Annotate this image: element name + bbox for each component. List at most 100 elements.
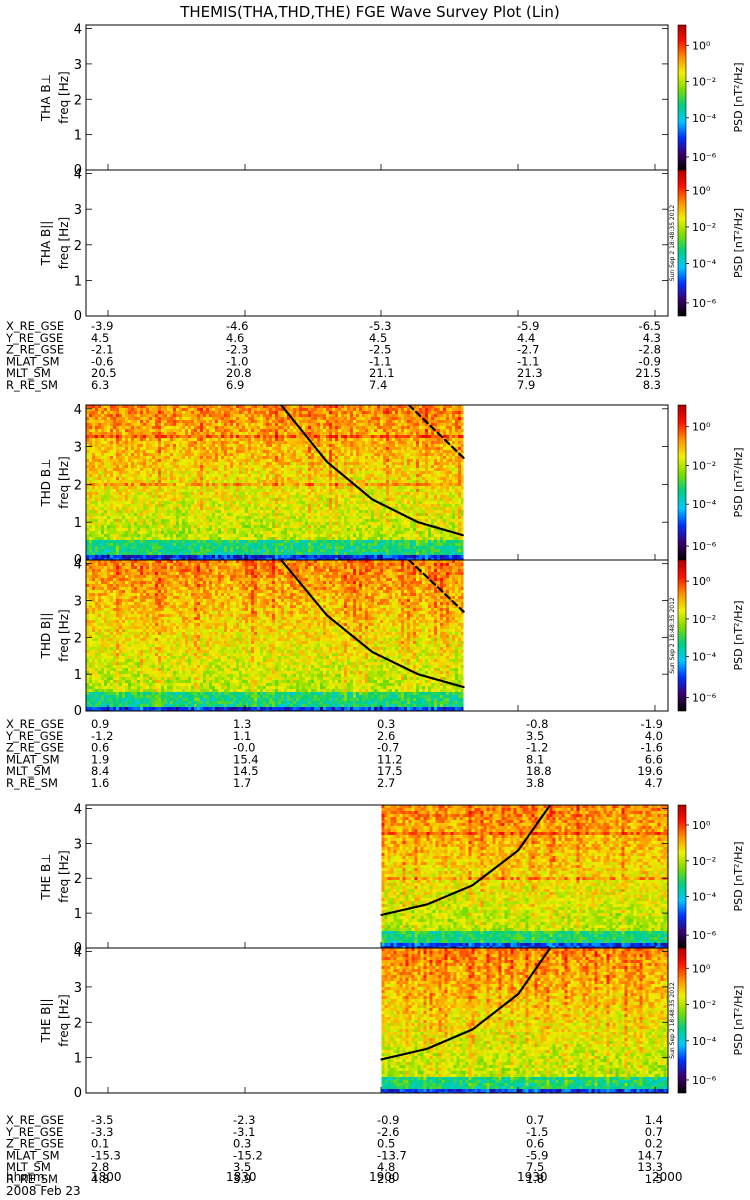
y-tick-label: 4 — [74, 23, 82, 38]
y-tick-label: 1 — [74, 1052, 82, 1067]
colorbar-tick-label: 10⁻² — [692, 76, 716, 89]
colorbar-tick-label: 10⁻⁴ — [692, 112, 717, 125]
colorbar-tick-label: 10⁻⁴ — [692, 891, 717, 904]
ephemeris-value: -2.3 — [233, 1113, 255, 1127]
ephemeris-value: -5.9 — [517, 319, 539, 333]
y-tick-label: 0 — [74, 1086, 82, 1101]
generation-stamp: Sun Sep 2 18:48:35 2012 — [669, 597, 676, 674]
ephemeris-value: -15.2 — [233, 1148, 263, 1162]
y-tick-label: 0 — [74, 704, 82, 719]
ephemeris-row-label: MLT_SM — [6, 366, 51, 380]
ephemeris-value: 0.9 — [91, 717, 109, 731]
ephemeris-value: 21.3 — [517, 366, 543, 380]
ephemeris-value: 6.3 — [91, 378, 109, 392]
y-tick-label: 0 — [74, 553, 82, 568]
ephemeris-value: 8.3 — [643, 378, 661, 392]
ephemeris-value: 1.9 — [91, 752, 109, 766]
ephemeris-value: 6.6 — [645, 752, 663, 766]
spectrogram-panel: 0 1 2 3 4 THE B|| freq [Hz] — [39, 946, 669, 1101]
colorbar-tick-label: 10⁻² — [692, 999, 716, 1012]
ephemeris-value: -1.2 — [526, 741, 548, 755]
y-tick-label: 0 — [74, 941, 82, 956]
y-tick-label: 2 — [74, 1016, 82, 1031]
panel-frame — [85, 169, 669, 317]
ephemeris-value: 11.2 — [377, 752, 403, 766]
ephemeris-value: -0.7 — [377, 741, 399, 755]
ephemeris-value: 19.6 — [637, 764, 663, 778]
ephemeris-value: 18.8 — [526, 764, 552, 778]
ephemeris-row-label: MLT_SM — [6, 1160, 51, 1174]
colorbar-tick-label: 10⁻⁶ — [692, 691, 717, 704]
time-tick-label: 2000 — [652, 1170, 683, 1184]
ephemeris-value: 2.7 — [377, 776, 395, 790]
ephemeris-row-label: Z_RE_GSE — [6, 741, 64, 755]
ephemeris-value: 0.7 — [526, 1113, 544, 1127]
colorbar-tick-label: 10⁻⁶ — [692, 297, 717, 310]
ephemeris-table: X_RE_GSE -3.5 -2.3 -0.9 0.7 1.4Y_RE_GSE -3.3 -3… — [5, 1113, 663, 1186]
date-label: 2008 Feb 23 — [6, 1184, 81, 1198]
y-tick-label: 3 — [74, 441, 82, 456]
colorbar-tick-label: 10⁻⁴ — [692, 651, 717, 664]
y-tick-label: 1 — [74, 668, 82, 683]
ephemeris-value: 4.8 — [377, 1160, 395, 1174]
colorbar-tick-label: 10⁻² — [692, 855, 716, 868]
panel-frame — [85, 947, 669, 1094]
colorbar-tick-label: 10⁰ — [692, 819, 711, 832]
ephemeris-value: 1.4 — [645, 1113, 663, 1127]
ephemeris-value: -6.5 — [639, 319, 661, 333]
ephemeris-value: -1.1 — [369, 354, 391, 368]
y-axis-label: freq [Hz] — [57, 456, 71, 508]
gyrofrequency-curve — [380, 805, 552, 916]
gyrofrequency-curve — [280, 560, 465, 689]
colorbar-gradient — [677, 559, 687, 712]
gyrofrequency-curve — [280, 405, 465, 537]
ephemeris-value: -2.3 — [226, 343, 248, 357]
ephemeris-value: -1.9 — [641, 717, 663, 731]
colorbar-tick-label: 10⁻² — [692, 459, 716, 472]
ephemeris-value: 1.6 — [91, 776, 109, 790]
y-tick-label: 1 — [74, 129, 82, 144]
y-axis-label: freq [Hz] — [57, 850, 71, 902]
colorbar: 10⁰ 10⁻² 10⁻⁴ 10⁻⁶ PSD [nT²/Hz] Sun Sep 2 18:… — [669, 947, 745, 1094]
y-tick-label: 0 — [74, 163, 82, 178]
y-axis-label: freq [Hz] — [57, 609, 71, 661]
colorbar-gradient — [677, 404, 687, 561]
time-tick-label: 1930 — [517, 1170, 548, 1184]
colorbar-tick-label: 10⁰ — [692, 184, 711, 197]
colorbar-tick-label: 10⁰ — [692, 421, 711, 434]
ephemeris-value: -3.3 — [91, 1125, 113, 1139]
ephemeris-value: -1.5 — [526, 1125, 548, 1139]
panel-name-label: THA B|| — [39, 221, 53, 267]
y-tick-label: 2 — [74, 872, 82, 887]
y-tick-label: 3 — [74, 595, 82, 610]
ephemeris-value: -5.9 — [526, 1148, 548, 1162]
ephemeris-value: 0.6 — [526, 1137, 544, 1151]
colorbar-tick-label: 10⁻² — [692, 221, 716, 234]
colorbar-tick-label: 10⁰ — [692, 962, 711, 975]
ephemeris-value: 14.5 — [233, 764, 259, 778]
ephemeris-value: 13.3 — [637, 1160, 663, 1174]
y-tick-label: 4 — [74, 946, 82, 961]
ephemeris-value: 21.5 — [635, 366, 661, 380]
spectrogram-panel: 0 1 2 3 4 THE B⊥ freq [Hz] — [39, 802, 669, 956]
ephemeris-value: 2.8 — [91, 1160, 109, 1174]
colorbar-tick-label: 10⁻⁶ — [692, 151, 717, 164]
y-tick-label: 3 — [74, 981, 82, 996]
ephemeris-row-label: Z_RE_GSE — [6, 1137, 64, 1151]
y-tick-label: 3 — [74, 203, 82, 218]
ephemeris-value: 7.4 — [369, 378, 387, 392]
ephemeris-value: -0.9 — [639, 354, 661, 368]
colorbar-gradient — [677, 804, 687, 949]
y-axis-label: freq [Hz] — [57, 217, 71, 269]
spectrogram-panel: 0 1 2 3 4 THA B⊥ freq [Hz] — [39, 23, 669, 178]
ephemeris-value: -4.6 — [226, 319, 248, 333]
ephemeris-value: -0.9 — [377, 1113, 399, 1127]
panel-name-label: THA B⊥ — [39, 74, 53, 122]
ephemeris-row-label: X_RE_GSE — [6, 717, 64, 731]
y-tick-label: 4 — [74, 802, 82, 817]
colorbar-gradient — [677, 169, 687, 317]
ephemeris-value: -13.7 — [377, 1148, 407, 1162]
colorbar-tick-label: 10⁻⁶ — [692, 540, 717, 553]
panel-name-label: THD B|| — [39, 613, 53, 660]
spectrogram-panel: 0 1 2 3 4 THA B|| freq [Hz] — [39, 168, 669, 324]
